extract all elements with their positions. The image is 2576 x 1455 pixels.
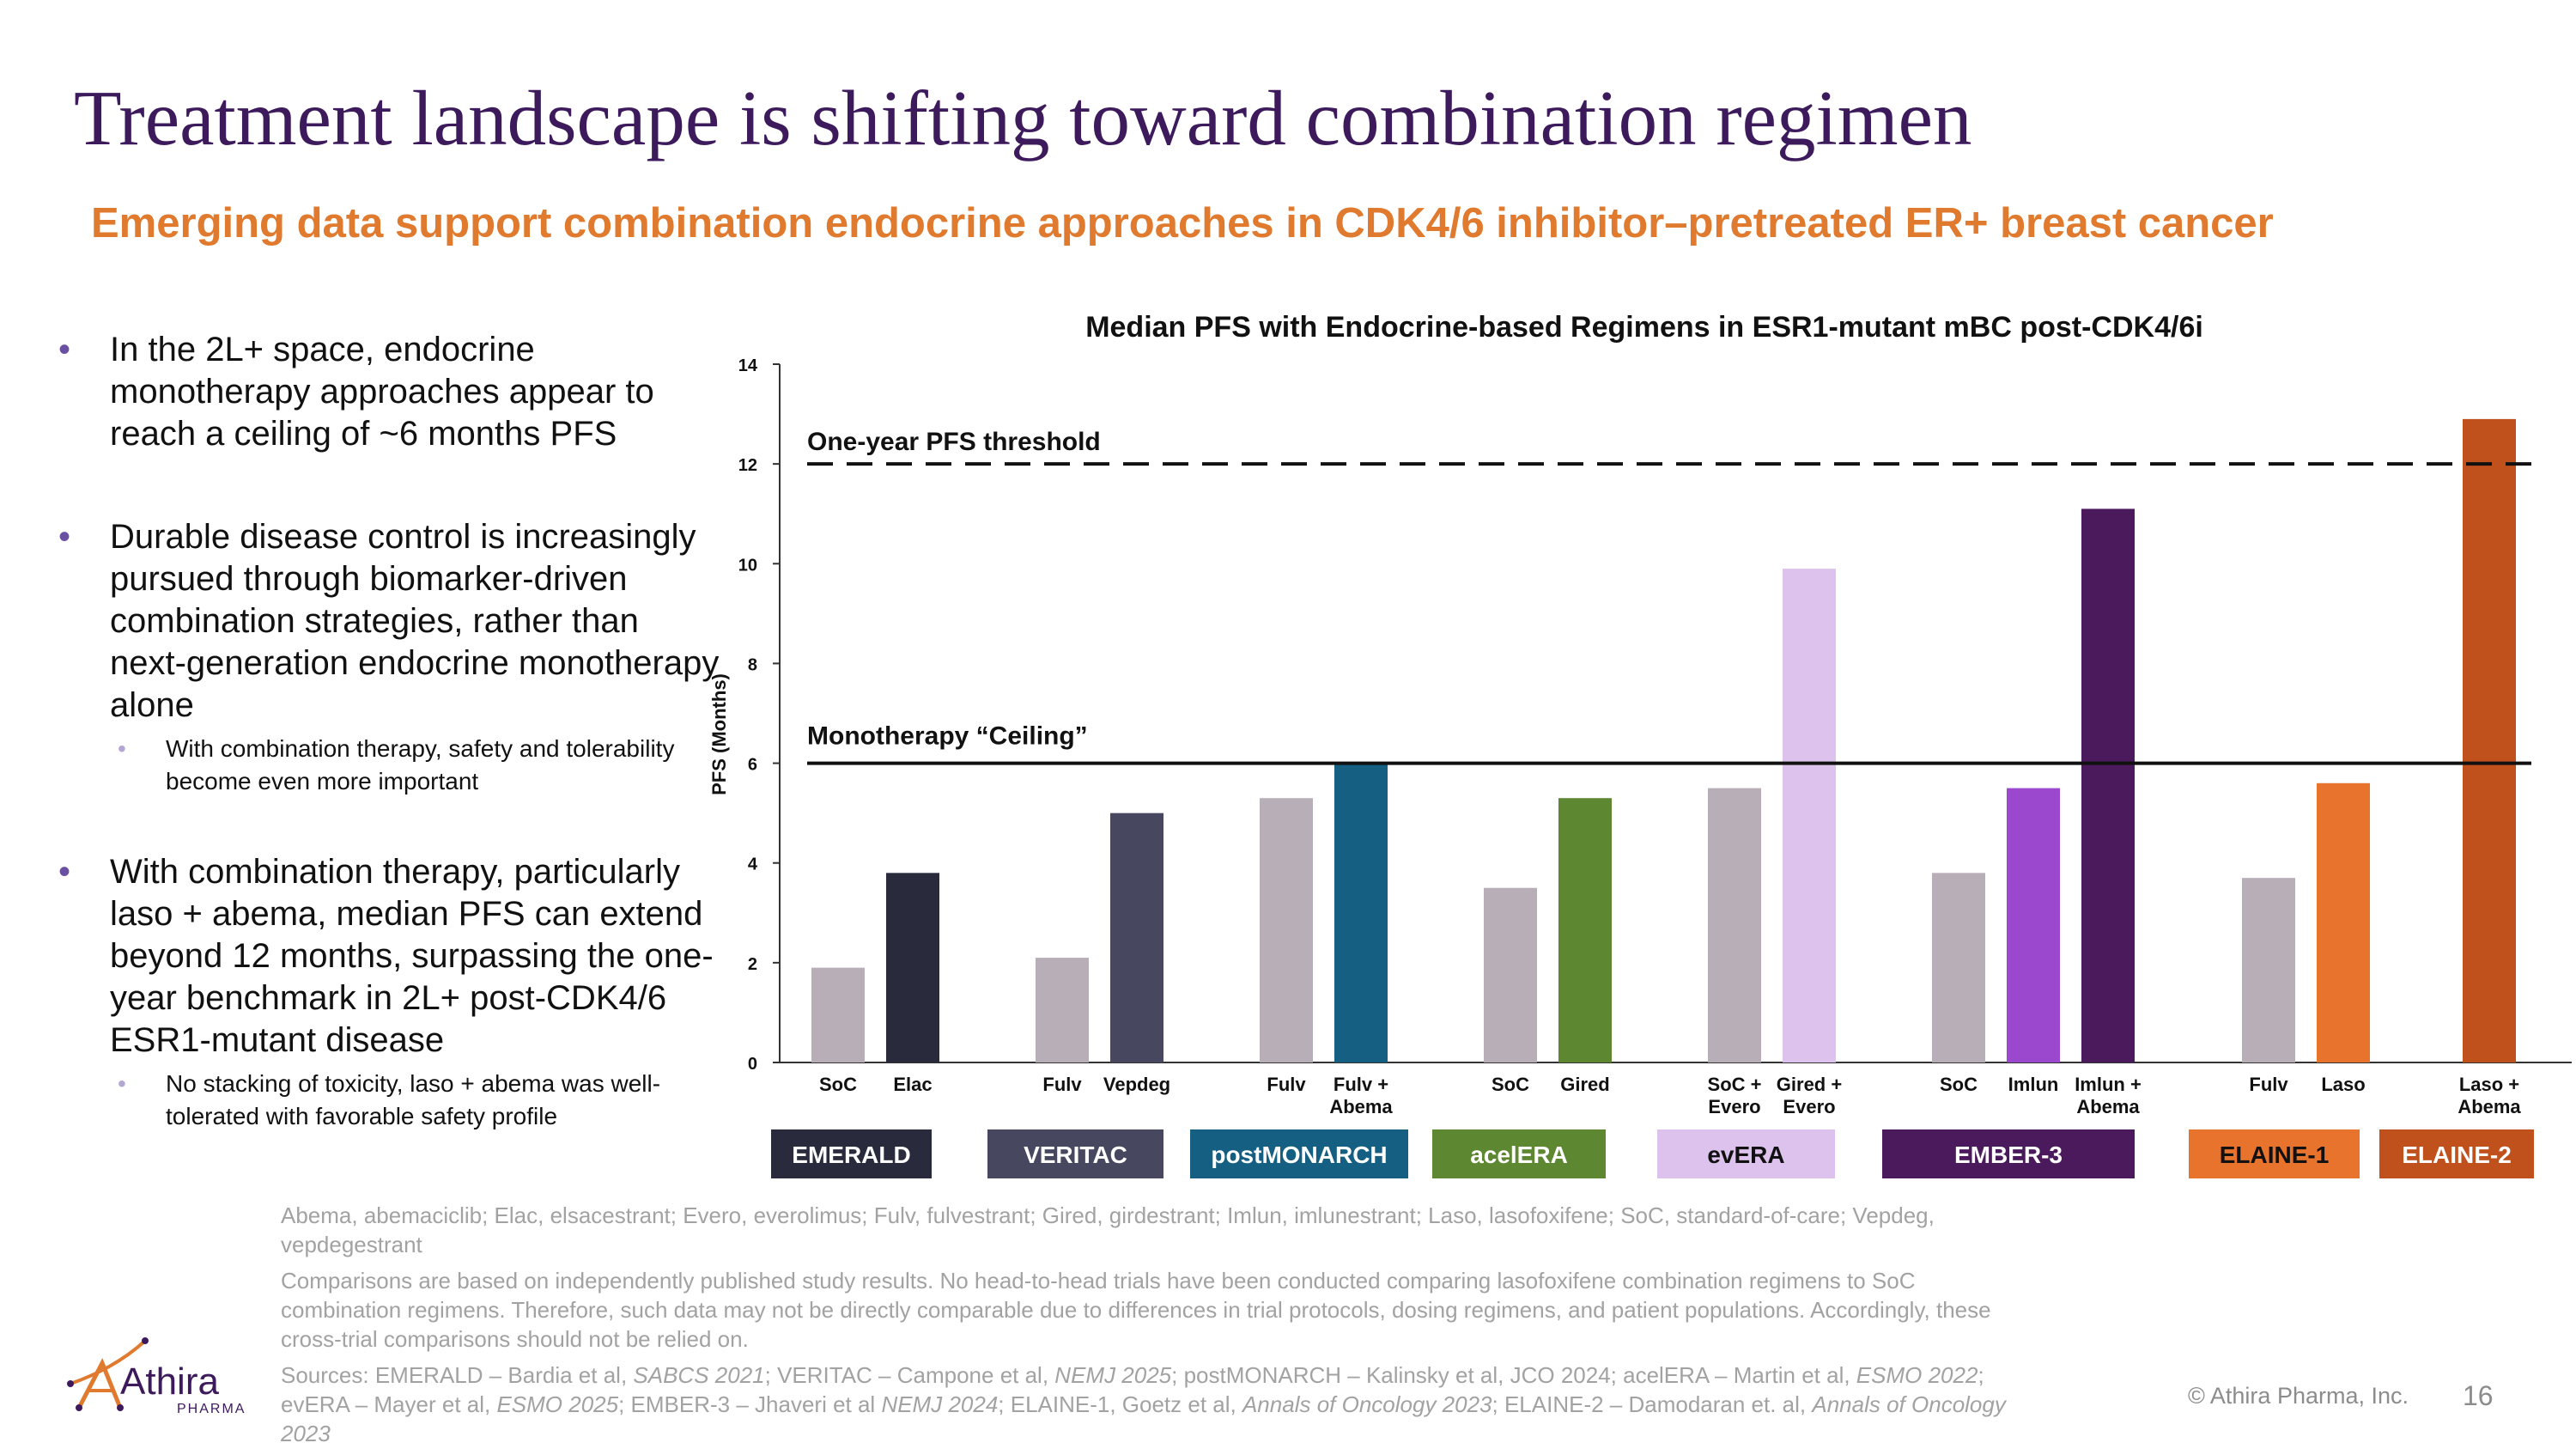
bullet-dot-icon: •: [58, 853, 71, 891]
x-category-label: SoC +: [1708, 1074, 1762, 1095]
x-category-label: Laso: [2321, 1074, 2365, 1095]
bar-acelera-0: [1484, 887, 1537, 1062]
sub-bullet-dot-icon: •: [118, 735, 126, 762]
study-label-elaine-1: ELAINE-1: [2220, 1141, 2330, 1168]
bar-ember-3-0: [1932, 873, 1985, 1062]
footnote-sources: Sources: EMERALD – Bardia et al, SABCS 2…: [281, 1362, 2006, 1446]
study-box-elaine-2: [2379, 1129, 2534, 1178]
y-tick-label: 10: [738, 556, 757, 575]
bullet-dot-icon: •: [58, 518, 71, 556]
x-category-label: SoC: [819, 1074, 857, 1095]
bar-emerald-0: [811, 967, 865, 1062]
bullet-item: • With combination therapy, particularly…: [52, 851, 721, 1062]
bullet-text: With combination therapy, particularly l…: [110, 853, 714, 1059]
y-tick-label: 2: [748, 955, 757, 974]
study-label-ember-3: EMBER-3: [1954, 1141, 2063, 1168]
x-category-label: Laso +: [2459, 1074, 2519, 1095]
athira-logo: Athira PHARMA: [67, 1337, 246, 1416]
x-category-label: Abema: [2076, 1096, 2140, 1117]
y-tick-label: 12: [738, 456, 757, 475]
bar-postmonarch-1: [1334, 763, 1388, 1062]
slide-title: Treatment landscape is shifting toward c…: [74, 75, 1972, 161]
bar-evera-1: [1783, 569, 1836, 1062]
study-label-emerald: EMERALD: [792, 1141, 910, 1168]
x-category-label: Fulv: [1042, 1074, 1082, 1095]
copyright: © Athira Pharma, Inc.: [2188, 1383, 2409, 1409]
x-category-label: Abema: [1329, 1096, 1393, 1117]
sub-bullet-item: • With combination therapy, safety and t…: [52, 733, 721, 798]
footnotes: Abema, abemaciclib; Elac, elsacestrant; …: [281, 1201, 2015, 1455]
bullet-item: • Durable disease control is increasingl…: [52, 516, 721, 727]
x-category-label: Elac: [893, 1074, 932, 1095]
study-box-ember-3: [1882, 1129, 2135, 1178]
y-axis-label: PFS (Months): [708, 673, 730, 795]
x-category-label: Imlun +: [2075, 1074, 2142, 1095]
x-category-label: Fulv: [2249, 1074, 2288, 1095]
study-label-elaine-2: ELAINE-2: [2402, 1141, 2512, 1168]
logo-text: Athira: [120, 1361, 219, 1403]
x-category-label: SoC: [1940, 1074, 1978, 1095]
bar-elaine-1-1: [2317, 782, 2370, 1062]
logo-mark-icon: [67, 1337, 149, 1411]
monotherapy-ceiling-label: Monotherapy “Ceiling”: [807, 722, 1088, 751]
bar-veritac-1: [1110, 813, 1163, 1062]
sub-bullet-dot-icon: •: [118, 1070, 126, 1097]
x-category-label: Gired +: [1777, 1074, 1842, 1095]
bullet-text: In the 2L+ space, endocrine monotherapy …: [110, 331, 654, 453]
study-label-acelera: acelERA: [1470, 1141, 1568, 1168]
y-tick-label: 14: [738, 356, 758, 375]
x-category-label: Evero: [1708, 1096, 1760, 1117]
footnote-disclaimer: Comparisons are based on independently p…: [281, 1268, 1991, 1352]
bar-evera-0: [1708, 788, 1761, 1062]
sub-bullet-text: With combination therapy, safety and tol…: [166, 735, 675, 794]
study-label-postmonarch: postMONARCH: [1211, 1141, 1387, 1168]
sub-bullet-text: No stacking of toxicity, laso + abema wa…: [166, 1070, 661, 1129]
footnote-abbreviations: Abema, abemaciclib; Elac, elsacestrant; …: [281, 1202, 1935, 1257]
y-tick-label: 8: [748, 655, 757, 674]
page-number: 16: [2463, 1380, 2494, 1411]
pfs-bar-chart: Median PFS with Endocrine-based Regimens…: [708, 311, 2572, 1178]
y-tick-label: 0: [748, 1055, 757, 1074]
chart-title: Median PFS with Endocrine-based Regimens…: [1085, 311, 2203, 344]
x-category-label: Gired: [1560, 1074, 1609, 1095]
study-label-evera: evERA: [1707, 1141, 1784, 1168]
y-tick-label: 6: [748, 756, 757, 775]
study-box-elaine-1: [2189, 1129, 2360, 1178]
bar-elaine-1-0: [2242, 878, 2295, 1062]
bullet-dot-icon: •: [58, 331, 71, 368]
bar-postmonarch-0: [1260, 798, 1313, 1062]
bullet-item: • In the 2L+ space, endocrine monotherap…: [52, 329, 721, 455]
study-box-emerald: [771, 1129, 932, 1178]
study-label-veritac: VERITAC: [1024, 1141, 1127, 1168]
x-category-label: Abema: [2458, 1096, 2521, 1117]
x-category-label: SoC: [1492, 1074, 1529, 1095]
bullet-text: Durable disease control is increasingly …: [110, 518, 720, 724]
bar-elaine-2-0: [2463, 418, 2516, 1063]
y-tick-label: 4: [748, 855, 758, 874]
bar-acelera-1: [1558, 798, 1612, 1062]
study-box-postmonarch: [1190, 1129, 1408, 1178]
bar-ember-3-2: [2081, 508, 2135, 1062]
one-year-threshold-label: One-year PFS threshold: [807, 428, 1101, 456]
study-box-acelera: [1432, 1129, 1606, 1178]
x-category-label: Imlun: [2008, 1074, 2059, 1095]
sub-bullet-item: • No stacking of toxicity, laso + abema …: [52, 1068, 721, 1133]
bar-emerald-1: [886, 873, 939, 1062]
bar-ember-3-1: [2007, 788, 2060, 1062]
study-box-evera: [1657, 1129, 1835, 1178]
x-category-label: Evero: [1783, 1096, 1835, 1117]
study-box-veritac: [987, 1129, 1163, 1178]
logo-subtext: PHARMA: [177, 1402, 246, 1416]
bar-veritac-0: [1036, 958, 1089, 1062]
x-category-label: Vepdeg: [1103, 1074, 1170, 1095]
x-category-label: Fulv: [1267, 1074, 1306, 1095]
x-category-label: Fulv +: [1334, 1074, 1388, 1095]
slide-subtitle: Emerging data support combination endocr…: [91, 200, 2274, 247]
